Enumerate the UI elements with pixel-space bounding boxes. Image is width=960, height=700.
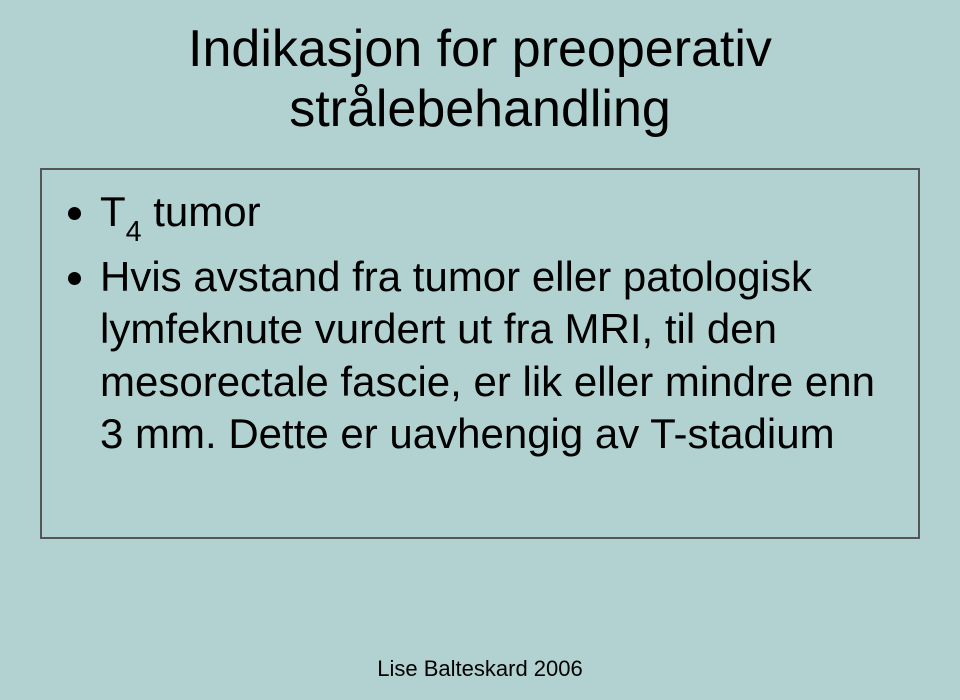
title-line-1: Indikasjon for preoperativ — [188, 20, 772, 78]
bullet-1-subscript: 4 — [126, 216, 142, 248]
bullet-2-text: Hvis avstand fra tumor eller patologisk … — [100, 253, 875, 458]
content-box: T4 tumor Hvis avstand fra tumor eller pa… — [40, 168, 920, 539]
slide-title: Indikasjon for preoperativ strålebehandl… — [40, 20, 920, 140]
slide: Indikasjon for preoperativ strålebehandl… — [0, 0, 960, 700]
bullet-1-rest: tumor — [142, 188, 261, 235]
bullet-item: T4 tumor — [100, 186, 894, 245]
bullet-1-prefix: T — [100, 188, 126, 235]
bullet-list: T4 tumor Hvis avstand fra tumor eller pa… — [66, 186, 894, 461]
title-line-2: strålebehandling — [289, 80, 671, 138]
bullet-item: Hvis avstand fra tumor eller patologisk … — [100, 251, 894, 461]
footer-text: Lise Balteskard 2006 — [0, 656, 960, 682]
